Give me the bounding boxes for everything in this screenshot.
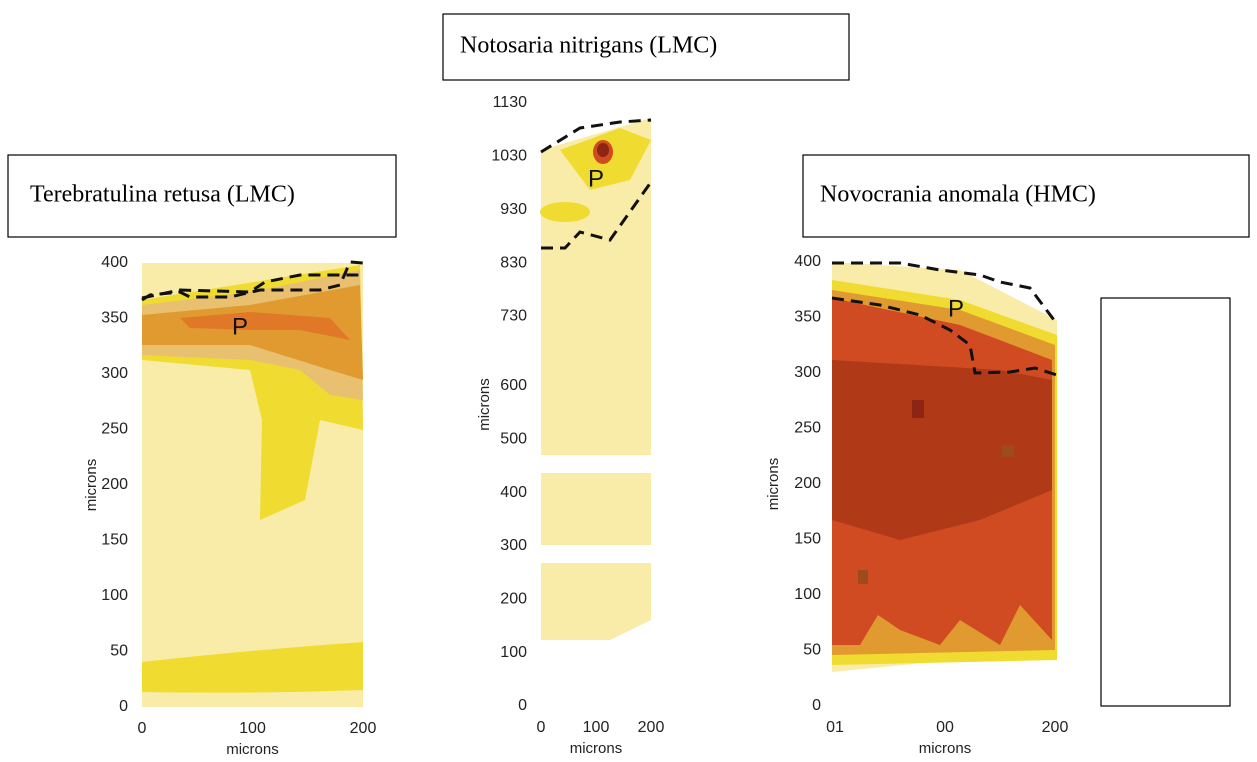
region	[142, 642, 363, 693]
y-tick-label: 0	[518, 697, 527, 714]
annotation: P	[232, 313, 248, 340]
y-tick-label: 200	[500, 590, 527, 607]
region	[832, 360, 1052, 540]
boundary	[831, 296, 1058, 377]
y-tick-label: 1030	[491, 148, 527, 165]
y-tick-label: 300	[101, 365, 128, 382]
annotation: P	[948, 295, 964, 322]
legend-box	[1100, 297, 1231, 707]
x-tick-label: 0	[138, 720, 147, 737]
x-tick-label: 01	[826, 719, 844, 736]
y-tick-label: 400	[500, 484, 527, 501]
y-tick-label: 150	[794, 531, 821, 548]
y-tick-label: 930	[500, 201, 527, 218]
y-tick-label: 500	[500, 430, 527, 447]
x-tick-label: 100	[239, 720, 266, 737]
y-tick-label: 250	[101, 421, 128, 438]
region	[858, 570, 868, 584]
x-axis-label: microns	[919, 740, 972, 757]
y-tick-label: 50	[110, 643, 128, 660]
x-tick-label: 00	[936, 719, 954, 736]
y-tick-label: 300	[500, 537, 527, 554]
y-tick-label: 100	[794, 586, 821, 603]
x-tick-label: 0	[537, 719, 546, 736]
region	[912, 400, 924, 418]
y-tick-label: 350	[794, 309, 821, 326]
chart-title: Novocrania anomala (HMC)	[820, 182, 1096, 208]
y-tick-label: 50	[803, 642, 821, 659]
y-axis-label: microns	[765, 458, 782, 511]
y-tick-label: 830	[500, 254, 527, 271]
y-tick-label: 1130	[493, 94, 528, 111]
boundary	[540, 118, 652, 154]
title-box	[802, 154, 1250, 238]
x-tick-label: 100	[583, 719, 610, 736]
y-tick-label: 400	[101, 254, 128, 271]
y-tick-label: 100	[500, 644, 527, 661]
boundary	[141, 260, 364, 302]
y-tick-label: 0	[812, 697, 821, 714]
y-axis-label: microns	[476, 378, 493, 431]
annotation: P	[588, 165, 604, 192]
boundary	[141, 273, 363, 300]
boundary	[541, 181, 653, 250]
x-tick-label: 200	[638, 719, 665, 736]
y-axis-label: microns	[83, 459, 100, 512]
region	[541, 545, 651, 563]
boundary	[832, 261, 1059, 325]
y-tick-label: 600	[500, 377, 527, 394]
region	[541, 118, 651, 640]
y-tick-label: 300	[794, 364, 821, 381]
title-box	[442, 13, 850, 81]
region	[142, 285, 363, 380]
y-tick-label: 0	[119, 698, 128, 715]
region	[1002, 445, 1014, 457]
x-axis-label: microns	[226, 741, 279, 758]
x-tick-label: 200	[350, 720, 377, 737]
y-tick-label: 200	[794, 475, 821, 492]
chart-title: Notosaria nitrigans (LMC)	[460, 33, 717, 59]
x-tick-label: 200	[1042, 719, 1069, 736]
y-tick-label: 150	[101, 532, 128, 549]
y-tick-label: 100	[101, 587, 128, 604]
y-tick-label: 350	[101, 310, 128, 327]
region	[541, 455, 651, 473]
title-box	[7, 154, 397, 238]
region	[540, 202, 590, 222]
y-tick-label: 730	[500, 308, 527, 325]
region	[180, 312, 350, 340]
y-tick-label: 400	[794, 253, 821, 270]
y-tick-label: 200	[101, 476, 128, 493]
x-axis-label: microns	[570, 740, 623, 757]
region	[597, 143, 609, 157]
chart-title: Terebratulina retusa (LMC)	[30, 182, 295, 208]
contour-regions	[142, 118, 1057, 707]
boundaries	[141, 118, 1059, 377]
y-tick-label: 250	[794, 420, 821, 437]
